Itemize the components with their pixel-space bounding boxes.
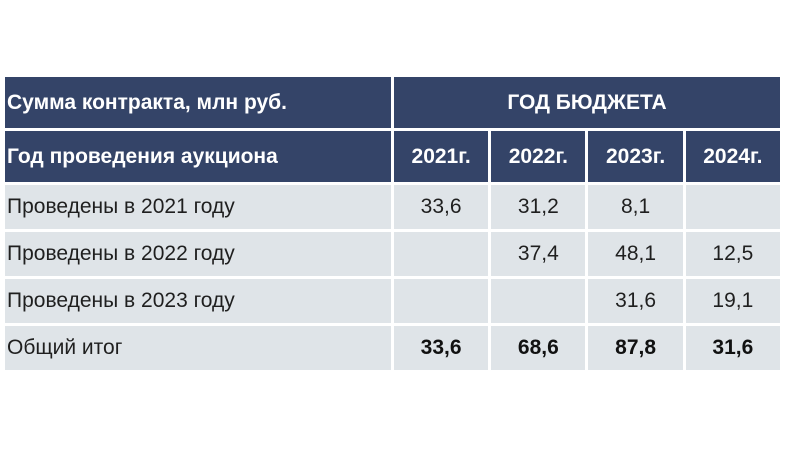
header-year-2023: 2023г.	[588, 131, 683, 182]
table-cell: 37,4	[491, 232, 586, 276]
total-row: Общий итог 33,6 68,6 87,8 31,6	[5, 326, 780, 370]
row-label: Проведены в 2022 году	[5, 232, 391, 276]
header-row-2: Год проведения аукциона 2021г. 2022г. 20…	[5, 131, 780, 182]
header-budget-year: ГОД БЮДЖЕТА	[394, 77, 780, 128]
budget-table: Сумма контракта, млн руб. ГОД БЮДЖЕТА Го…	[2, 74, 783, 373]
table-cell: 8,1	[588, 185, 683, 229]
budget-table-container: Сумма контракта, млн руб. ГОД БЮДЖЕТА Го…	[5, 77, 780, 370]
header-year-2024: 2024г.	[685, 131, 780, 182]
header-row-1: Сумма контракта, млн руб. ГОД БЮДЖЕТА	[5, 77, 780, 128]
table-cell: 48,1	[588, 232, 683, 276]
table-row: Проведены в 2023 году 31,6 19,1	[5, 279, 780, 323]
table-cell: 19,1	[685, 279, 780, 323]
table-row: Проведены в 2021 году 33,6 31,2 8,1	[5, 185, 780, 229]
total-cell: 68,6	[491, 326, 586, 370]
table-cell: 12,5	[685, 232, 780, 276]
row-label: Проведены в 2023 году	[5, 279, 391, 323]
header-year-2021: 2021г.	[394, 131, 489, 182]
table-row: Проведены в 2022 году 37,4 48,1 12,5	[5, 232, 780, 276]
table-cell	[394, 279, 489, 323]
total-label: Общий итог	[5, 326, 391, 370]
table-cell	[491, 279, 586, 323]
header-auction-year: Год проведения аукциона	[5, 131, 391, 182]
table-cell	[685, 185, 780, 229]
header-year-2022: 2022г.	[491, 131, 586, 182]
total-cell: 31,6	[685, 326, 780, 370]
row-label: Проведены в 2021 году	[5, 185, 391, 229]
header-contract-sum: Сумма контракта, млн руб.	[5, 77, 391, 128]
table-cell: 31,2	[491, 185, 586, 229]
total-cell: 33,6	[394, 326, 489, 370]
total-cell: 87,8	[588, 326, 683, 370]
table-cell: 33,6	[394, 185, 489, 229]
table-cell: 31,6	[588, 279, 683, 323]
table-cell	[394, 232, 489, 276]
